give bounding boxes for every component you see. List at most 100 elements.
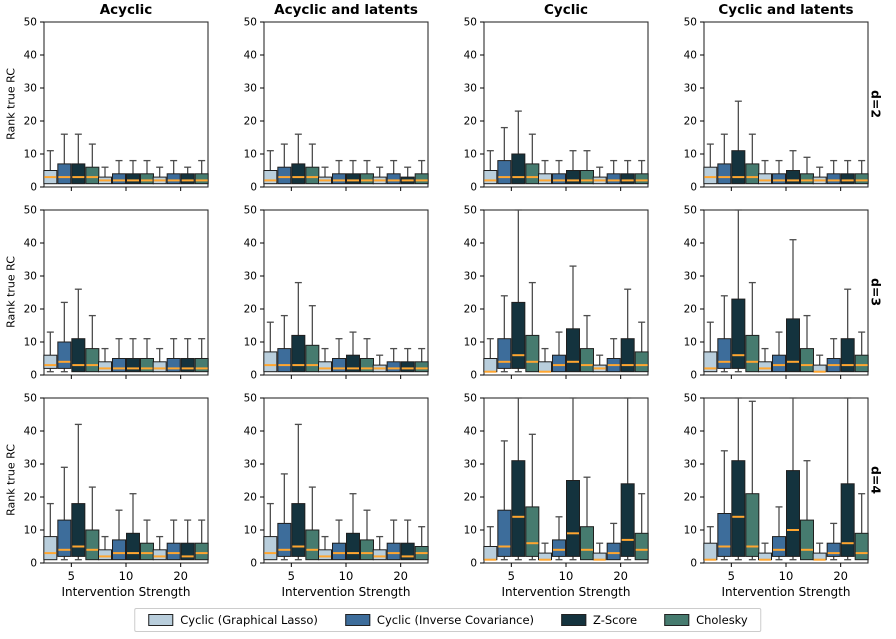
box-body <box>634 351 649 373</box>
box-body <box>840 338 855 373</box>
box-body <box>57 163 72 185</box>
box-cholesky <box>580 150 594 185</box>
y-tick-label: 40 <box>684 238 697 250</box>
x-axis-label: Intervention Strength <box>501 585 631 599</box>
col-title-acyclic: Acyclic <box>99 2 153 18</box>
box-cholesky <box>305 305 320 373</box>
box-z-score <box>731 397 746 561</box>
box-body <box>854 173 869 185</box>
box-body <box>511 460 526 557</box>
box-body <box>566 170 580 185</box>
x-tick-label: 5 <box>288 569 295 583</box>
box-body <box>166 542 181 561</box>
y-tick-label: 40 <box>464 238 477 250</box>
box-body <box>580 348 594 373</box>
legend-item-inverse-covariance: Cyclic (Inverse Covariance) <box>344 613 535 627</box>
box-z-score <box>566 397 580 561</box>
box-body <box>112 173 126 185</box>
y-axis-label: Rank true RC <box>4 256 18 328</box>
box-body <box>71 163 86 185</box>
box-cholesky <box>634 159 649 185</box>
x-tick-label: 20 <box>393 569 408 583</box>
box-z-score <box>786 150 800 185</box>
y-tick-label: 0 <box>250 370 257 382</box>
box-cholesky <box>414 526 429 561</box>
box-body <box>703 166 718 185</box>
y-tick-label: 10 <box>24 525 37 537</box>
box-body <box>43 536 58 561</box>
box-cyclic-inverse-covariance- <box>166 159 181 185</box>
box-body <box>800 173 814 185</box>
box-z-score <box>126 159 140 185</box>
y-tick-label: 30 <box>244 83 257 95</box>
box-cholesky <box>854 493 869 561</box>
box-cyclic-inverse-covariance- <box>57 466 72 561</box>
box-cyclic-inverse-covariance- <box>717 295 732 373</box>
y-tick-label: 10 <box>244 337 257 349</box>
axes-frame <box>43 21 209 188</box>
y-tick-label: 10 <box>464 149 477 161</box>
y-tick-label: 20 <box>24 304 37 316</box>
x-tick-label: 20 <box>833 569 848 583</box>
subplot-cyclic-d-3: 0 10 20 30 40 50 <box>464 205 649 382</box>
box-cyclic-inverse-covariance- <box>386 519 401 561</box>
legend-swatch <box>344 614 370 626</box>
box-body <box>552 539 566 557</box>
x-axis-label: Intervention Strength <box>281 585 411 599</box>
box-cyclic-inverse-covariance- <box>772 331 786 373</box>
box-body <box>360 358 374 373</box>
x-tick-label: 20 <box>173 569 188 583</box>
subplot-acyclic-and-latents-d-2: 0 10 20 30 40 50 <box>244 17 429 194</box>
y-tick-label: 40 <box>244 238 257 250</box>
legend-item-cholesky: Cholesky <box>664 613 748 627</box>
box-body <box>703 542 718 561</box>
box-cholesky <box>745 133 760 185</box>
legend-label: Cyclic (Inverse Covariance) <box>376 613 535 627</box>
box-body <box>786 318 800 373</box>
box-cyclic-inverse-covariance- <box>332 519 346 561</box>
box-cyclic-inverse-covariance- <box>57 301 72 373</box>
y-tick-label: 50 <box>24 393 37 405</box>
box-body <box>291 503 306 557</box>
box-body <box>126 532 140 561</box>
box-body <box>386 361 401 373</box>
box-cyclic-inverse-covariance- <box>826 159 841 185</box>
legend-swatch <box>561 614 587 626</box>
box-cholesky <box>854 331 869 373</box>
box-body <box>372 549 387 561</box>
box-cholesky <box>634 493 649 561</box>
box-body <box>194 542 209 561</box>
y-tick-label: 30 <box>464 459 477 471</box>
box-body <box>152 361 167 373</box>
y-tick-label: 50 <box>24 205 37 217</box>
box-z-score <box>291 423 306 561</box>
box-cholesky <box>85 314 100 373</box>
subplot-cyclic-and-latents-d-2: 0 10 20 30 40 50 <box>684 17 869 194</box>
box-cyclic-graphical-lasso- <box>703 321 718 373</box>
box-z-score <box>566 265 580 373</box>
box-cyclic-graphical-lasso- <box>758 159 772 185</box>
box-z-score <box>71 423 86 561</box>
box-body <box>772 173 786 185</box>
box-cholesky <box>194 159 209 185</box>
legend-label: Z-Score <box>593 613 638 627</box>
box-body <box>291 163 306 185</box>
y-tick-label: 50 <box>684 205 697 217</box>
axes-frame <box>703 21 869 188</box>
box-cholesky <box>525 433 540 561</box>
box-body <box>346 173 360 185</box>
box-cholesky <box>194 338 209 373</box>
box-cholesky <box>745 400 760 561</box>
y-tick-label: 40 <box>24 238 37 250</box>
col-title-cyclic-and-latents: Cyclic and latents <box>718 2 854 18</box>
y-tick-label: 50 <box>244 205 257 217</box>
box-cyclic-graphical-lasso- <box>318 535 332 561</box>
row-label-d3: d=3 <box>868 277 884 307</box>
subplot-acyclic-d-3: 0 10 20 30 40 50 <box>24 205 209 382</box>
x-tick-label: 10 <box>119 569 134 583</box>
box-body <box>140 542 154 561</box>
box-cyclic-inverse-covariance- <box>717 450 732 561</box>
y-tick-label: 20 <box>244 116 257 128</box>
box-z-score <box>71 133 86 185</box>
y-tick-label: 10 <box>244 525 257 537</box>
